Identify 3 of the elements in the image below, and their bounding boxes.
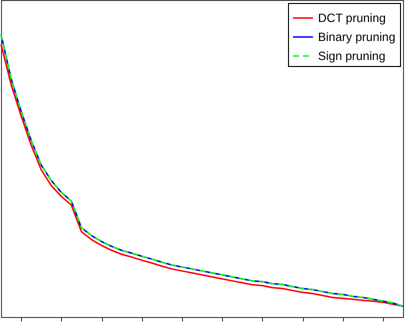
legend-label: Binary pruning [318,30,396,44]
legend-label: DCT pruning [318,11,386,25]
legend-label: Sign pruning [318,49,386,63]
